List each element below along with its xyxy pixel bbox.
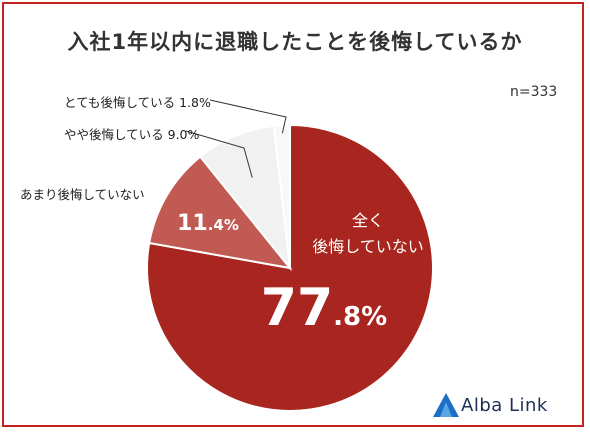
leader-line-very-regret (209, 99, 287, 134)
slice-not-regret-value: 77.8% (261, 278, 387, 338)
slice-not-regret-value-part: 77 (261, 278, 333, 338)
sample-size-label: n=333 (510, 84, 558, 100)
label-not-much-regret: あまり後悔していない (20, 187, 145, 202)
alba-link-logo: Alba Link (432, 392, 572, 418)
label-very-regret: とても後悔している 1.8% (64, 92, 211, 111)
label-very-regret-text: とても後悔している (64, 95, 176, 110)
leader-line-somewhat-regret (185, 130, 253, 178)
slice-not-regret-label-line1: 全く (352, 211, 384, 230)
slice-not-much-regret-value-part: 11 (177, 211, 208, 236)
label-somewhat-regret-value: 9.0% (167, 127, 200, 142)
label-somewhat-regret: やや後悔している 9.0% (64, 124, 199, 143)
slice-somewhat-regret (198, 124, 292, 272)
label-somewhat-regret-text: やや後悔している (64, 127, 164, 142)
alba-link-logo-icon (433, 393, 459, 417)
slice-very-regret (272, 123, 291, 269)
slice-not-much-regret (148, 155, 293, 270)
slice-not-much-regret-value-part: .4% (208, 216, 239, 234)
chart-title: 入社1年以内に退職したことを後悔しているか (67, 30, 523, 54)
slice-not-much-regret-value: 11.4% (177, 211, 239, 236)
alba-link-logo-text: Alba Link (461, 395, 548, 416)
slice-not-regret-label-line2: 後悔していない (312, 237, 424, 256)
slice-not-regret-label-line2-part: 後悔していない (312, 237, 424, 256)
slice-not-regret-label-line1-part: 全く (352, 211, 384, 230)
slice-not-regret-value-part: .8% (333, 302, 387, 332)
label-very-regret-value: 1.8% (179, 95, 211, 110)
